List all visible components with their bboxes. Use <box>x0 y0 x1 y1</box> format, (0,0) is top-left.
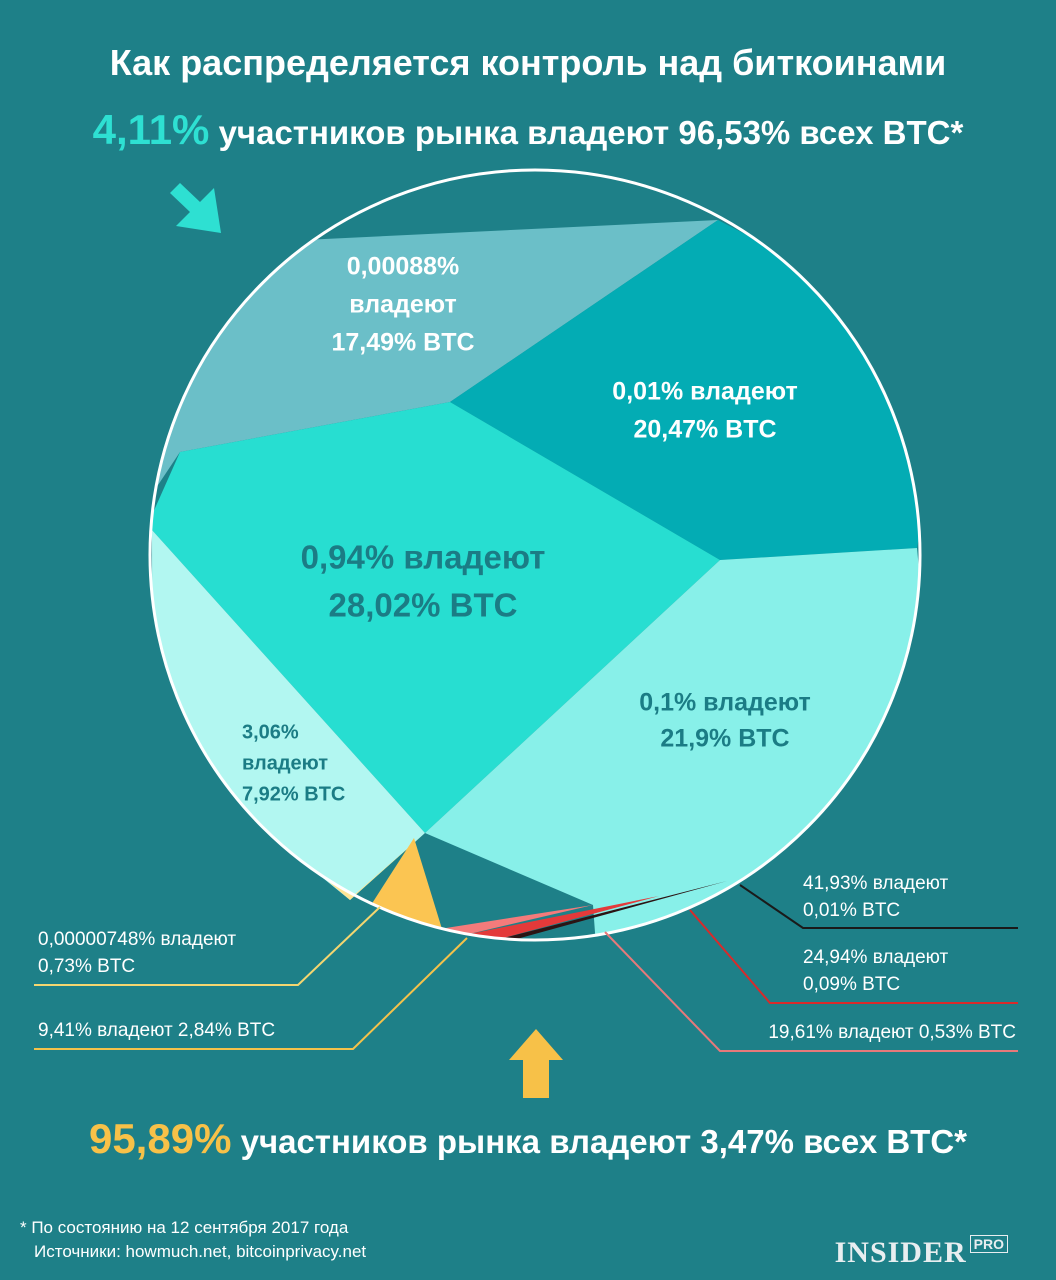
footnote-date: * По состоянию на 12 сентября 2017 года <box>20 1218 349 1237</box>
top-summary: 4,11% участников рынка владеют 96,53% вс… <box>0 106 1056 154</box>
top-summary-highlight: 4,11% <box>92 106 210 153</box>
callout-line <box>739 884 1018 929</box>
bottom-summary-text: участников рынка владеют 3,47% всех BTC* <box>231 1123 968 1160</box>
slice-label: 28,02% BTC <box>329 587 518 624</box>
slice-label: 21,9% BTC <box>660 725 789 753</box>
down-arrow-icon <box>170 183 221 233</box>
slice-label: 20,47% BTC <box>633 416 776 444</box>
slice-label: 3,06% <box>242 721 299 743</box>
brand-logo: INSIDER PRO <box>835 1235 1008 1270</box>
slice-label: 0,01% владеют <box>612 378 797 406</box>
callout-line <box>34 937 468 1050</box>
slice-label: владеют <box>349 291 457 319</box>
bottom-summary-highlight: 95,89% <box>88 1115 232 1162</box>
pie-slice <box>468 896 659 939</box>
callout-line <box>34 906 381 986</box>
pie-slice <box>150 402 720 833</box>
slice-label: 24,94% владеют <box>803 947 949 968</box>
slice-label: 0,73% BTC <box>38 956 135 977</box>
slice-label: 41,93% владеют <box>803 873 949 894</box>
slice-label: 0,00000748% владеют <box>38 929 236 950</box>
slice-label: 7,92% BTC <box>242 783 345 805</box>
slice-label: 0,01% BTC <box>803 900 900 921</box>
callout-line <box>689 909 1018 1004</box>
page-title: Как распределяется контроль над биткоина… <box>109 42 947 83</box>
slice-label: 17,49% BTC <box>331 329 474 357</box>
pie-slice <box>155 220 719 489</box>
pie-slice <box>152 530 425 900</box>
pie-slice <box>441 905 593 935</box>
pie-slice <box>450 220 920 560</box>
slice-label: владеют <box>242 752 328 774</box>
slice-label: 0,09% BTC <box>803 974 900 995</box>
slice-label: 9,41% владеют 2,84% BTC <box>38 1020 275 1041</box>
footnote-sources: Источники: howmuch.net, bitcoinprivacy.n… <box>34 1242 367 1261</box>
pie-slice <box>354 838 442 929</box>
pie-slice <box>501 881 727 940</box>
pie-slice <box>425 548 920 936</box>
top-summary-text: участников рынка владеют 96,53% всех BTC… <box>209 114 964 151</box>
slice-label: 0,94% владеют <box>301 539 546 576</box>
footnote: * По состоянию на 12 сентября 2017 года … <box>20 1216 366 1264</box>
slice-label: 0,00088% <box>347 253 460 281</box>
callout-line <box>604 931 1018 1052</box>
pie-rim <box>148 168 922 942</box>
slice-label: 19,61% владеют 0,53% BTC <box>768 1022 1016 1043</box>
up-arrow-icon <box>509 1029 563 1098</box>
slice-label: 0,1% владеют <box>639 689 811 717</box>
bottom-summary: 95,89% участников рынка владеют 3,47% вс… <box>0 1115 1056 1163</box>
